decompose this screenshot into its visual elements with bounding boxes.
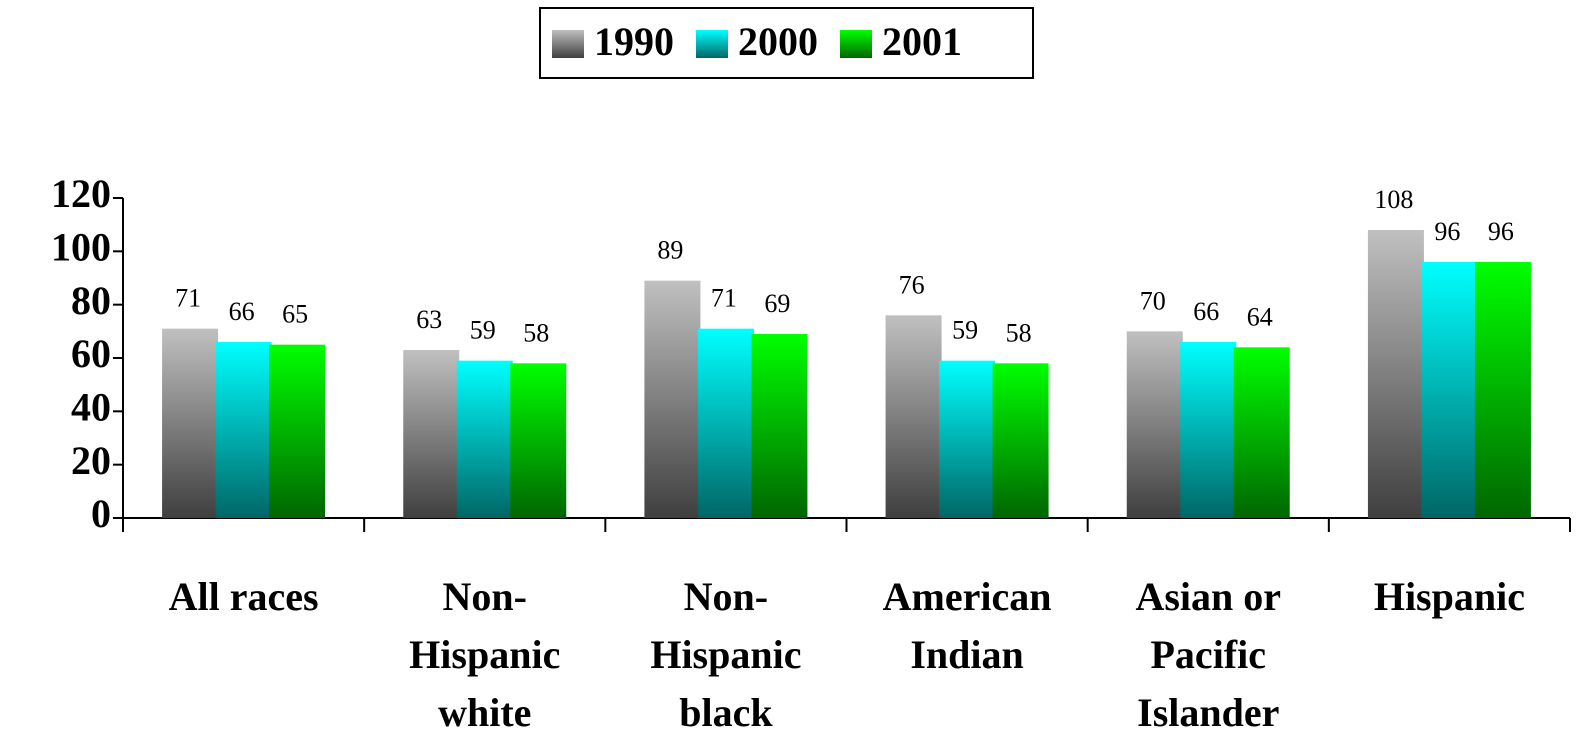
bar [162, 328, 219, 518]
bar [1126, 331, 1183, 518]
y-tick-label: 40 [71, 385, 111, 430]
x-tick-label: Non-Hispanic white [409, 574, 561, 735]
value-label: 71 [175, 284, 201, 313]
bar [1421, 262, 1478, 518]
bar [1180, 342, 1237, 518]
value-label: 59 [470, 316, 496, 345]
value-label: 58 [1006, 318, 1032, 347]
legend-box [539, 7, 1034, 79]
bar [1233, 347, 1290, 518]
bar [697, 328, 754, 518]
value-label: 58 [523, 318, 549, 347]
bar [644, 280, 701, 518]
bar [456, 360, 513, 518]
bar [751, 334, 808, 518]
x-tick-label: Non-Hispanic black [650, 574, 802, 735]
y-tick-label: 20 [71, 438, 111, 483]
bar [269, 344, 326, 518]
legend-swatch [552, 30, 584, 58]
value-label: 89 [657, 236, 683, 265]
legend-label: 2000 [738, 19, 818, 64]
bar [992, 363, 1049, 518]
legend-swatch [696, 30, 728, 58]
value-label: 64 [1247, 302, 1273, 331]
bar [885, 315, 942, 518]
value-label: 96 [1434, 217, 1460, 246]
value-label: 71 [711, 284, 737, 313]
value-label: 96 [1488, 217, 1514, 246]
bar [1367, 230, 1424, 518]
y-tick-label: 60 [71, 331, 111, 376]
value-label: 76 [899, 270, 925, 299]
bar [215, 342, 272, 518]
bar [939, 360, 996, 518]
value-label: 69 [764, 289, 790, 318]
value-label: 66 [229, 297, 255, 326]
value-label: 70 [1140, 286, 1166, 315]
x-tick-label: All races [168, 574, 319, 619]
value-label: 63 [416, 305, 442, 334]
y-tick-label: 120 [51, 171, 111, 216]
legend-swatch [840, 30, 872, 58]
bar [510, 363, 567, 518]
y-tick-label: 0 [91, 491, 111, 536]
value-label: 108 [1374, 185, 1413, 214]
legend-label: 1990 [594, 19, 674, 64]
x-tick-label: Asian or Pacific Islander [1135, 574, 1282, 735]
legend-label: 2001 [882, 19, 962, 64]
value-label: 59 [952, 316, 978, 345]
value-label: 66 [1193, 297, 1219, 326]
bar [403, 350, 460, 518]
bar [1474, 262, 1531, 518]
value-label: 65 [282, 300, 308, 329]
x-tick-label: Hispanic [1373, 574, 1525, 619]
x-tick-label: American Indian [882, 574, 1052, 677]
y-tick-label: 100 [51, 225, 111, 270]
y-tick-label: 80 [71, 278, 111, 323]
